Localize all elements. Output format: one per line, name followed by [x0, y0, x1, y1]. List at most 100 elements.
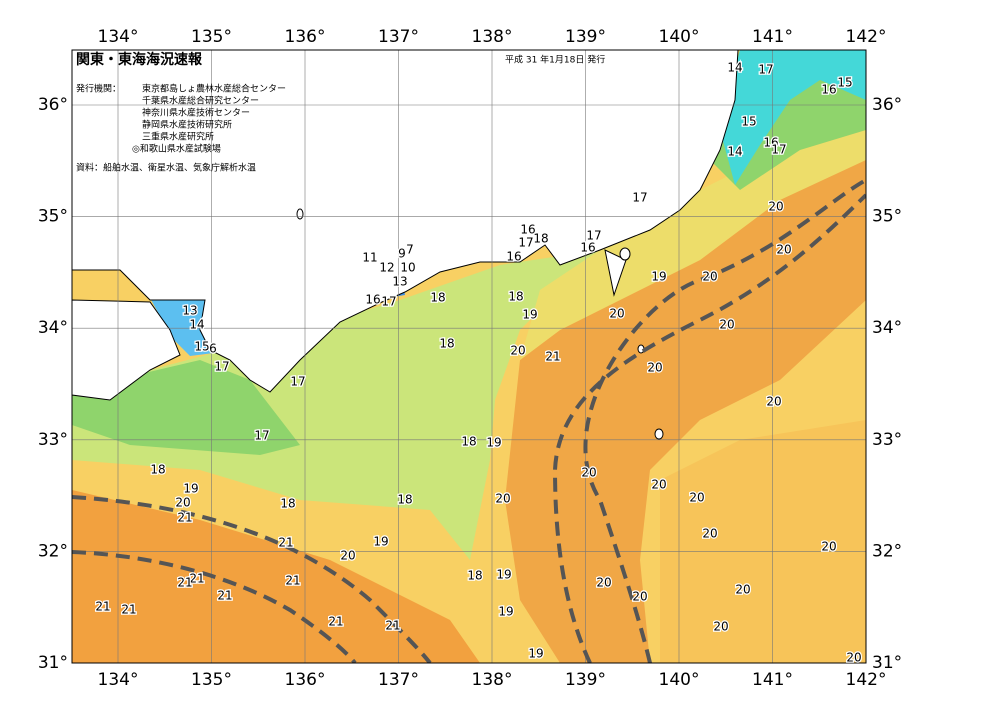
contour-label: 14 — [727, 61, 742, 75]
contour-label: 20 — [596, 576, 611, 590]
source: 資料：船舶水温、衛星水温、気象庁解析水温 — [76, 162, 256, 174]
contour-label: 20 — [846, 651, 861, 665]
issuer: 静岡県水産技術研究所 — [142, 119, 232, 131]
contour-label: 17 — [586, 229, 601, 243]
contour-label: 21 — [217, 589, 232, 603]
lat-label: 36° — [38, 95, 68, 115]
contour-label: 20 — [647, 361, 662, 375]
lon-label: 138° — [472, 27, 513, 47]
lon-label: 139° — [565, 670, 606, 690]
contour-label: 20 — [651, 478, 666, 492]
contour-label: 20 — [776, 243, 791, 257]
contour-label: 18 — [508, 290, 523, 304]
contour-label: 17 — [771, 143, 786, 157]
contour-label: 16 — [763, 136, 778, 150]
contour-label: 19 — [486, 436, 501, 450]
contour-label: 20 — [766, 395, 781, 409]
map-frame — [71, 49, 867, 664]
contour-label: 17 — [758, 63, 773, 77]
izu-peninsula — [604, 249, 627, 297]
contour-label: 21 — [177, 511, 192, 525]
issue-date: 平成 31 年1月18日 発行 — [505, 54, 605, 66]
island — [654, 428, 664, 440]
contour-label: 20 — [495, 492, 510, 506]
lon-label: 142° — [846, 670, 887, 690]
contour-label: 21 — [95, 600, 110, 614]
contour-label: 16 — [580, 241, 595, 255]
transition-water — [520, 130, 866, 360]
contour-label: 17 — [254, 429, 269, 443]
contour-label: 18 — [430, 291, 445, 305]
contour-label: 20 — [702, 270, 717, 284]
contour-label: 13 — [392, 275, 407, 289]
contour-label: 19 — [183, 482, 198, 496]
lon-label: 136° — [285, 670, 326, 690]
cold-water — [720, 50, 866, 185]
lon-label: 140° — [659, 27, 700, 47]
contour-label: 16 — [506, 250, 521, 264]
lat-label: 32° — [38, 541, 68, 561]
lon-label: 136° — [285, 27, 326, 47]
contour-label: 19 — [496, 568, 511, 582]
issuer: 神奈川県水産技術センター — [142, 107, 250, 119]
current-line — [72, 550, 357, 663]
contour-label: 21 — [278, 536, 293, 550]
header: 関東・東海海況速報 平成 31 年1月18日 発行 発行機関： 東京都島しょ農林… — [76, 51, 605, 174]
contour-label: 18 — [461, 435, 476, 449]
lon-label: 135° — [191, 27, 232, 47]
land — [71, 49, 739, 440]
contour-label: 19 — [373, 535, 388, 549]
lon-label: 134° — [98, 27, 139, 47]
contour-label: 17 — [632, 191, 647, 205]
contour-label: 21 — [545, 350, 560, 364]
contour-label: 20 — [510, 344, 525, 358]
title: 関東・東海海況速報 — [76, 51, 203, 68]
contour-label: 20 — [768, 200, 783, 214]
contour-label: 10 — [400, 261, 415, 275]
contour-label: 20 — [735, 583, 750, 597]
issuer: 三重県水産研究所 — [142, 131, 214, 143]
current-line — [583, 178, 866, 663]
lon-label: 140° — [659, 670, 700, 690]
lon-label: 141° — [752, 670, 793, 690]
lon-label: 137° — [378, 27, 419, 47]
kuroshio-axis — [72, 178, 866, 663]
contour-label: 17 — [518, 236, 533, 250]
lon-label: 137° — [378, 670, 419, 690]
lat-label: 35° — [38, 207, 68, 227]
contour-label: 21 — [177, 576, 192, 590]
contour-label: 18 — [533, 232, 548, 246]
contour-label: 21 — [385, 619, 400, 633]
lon-label: 138° — [472, 670, 513, 690]
contour-label: 17 — [381, 295, 396, 309]
issuer-heading: 発行機関： — [76, 83, 121, 95]
lon-label: 134° — [98, 670, 139, 690]
lat-label: 34° — [38, 318, 68, 338]
contour-label: 18 — [439, 337, 454, 351]
contour-label: 15 — [837, 76, 852, 90]
contour-label: 18 — [280, 497, 295, 511]
contour-label: 21 — [189, 572, 204, 586]
contour-label: 11 — [362, 251, 377, 265]
contour-label: 14 — [727, 145, 742, 159]
contour-label: 19 — [522, 308, 537, 322]
contour-label: 20 — [632, 590, 647, 604]
lon-label: 139° — [565, 27, 606, 47]
contour-label: 20 — [175, 496, 190, 510]
contour-label: 18 — [397, 493, 412, 507]
lat-label: 35° — [872, 207, 902, 227]
contour-label: 15 — [194, 340, 209, 354]
current-line — [72, 495, 432, 663]
contour-label: 19 — [498, 605, 513, 619]
contour-label: 21 — [285, 574, 300, 588]
contour-label: 20 — [609, 307, 624, 321]
lat-label: 32° — [872, 541, 902, 561]
light-green-water — [72, 250, 600, 560]
contour-label: 20 — [821, 540, 836, 554]
contour-label: 19 — [651, 270, 666, 284]
light-orange-water — [660, 420, 866, 663]
contour-label: 20 — [340, 549, 355, 563]
contour-label: 19 — [528, 647, 543, 661]
